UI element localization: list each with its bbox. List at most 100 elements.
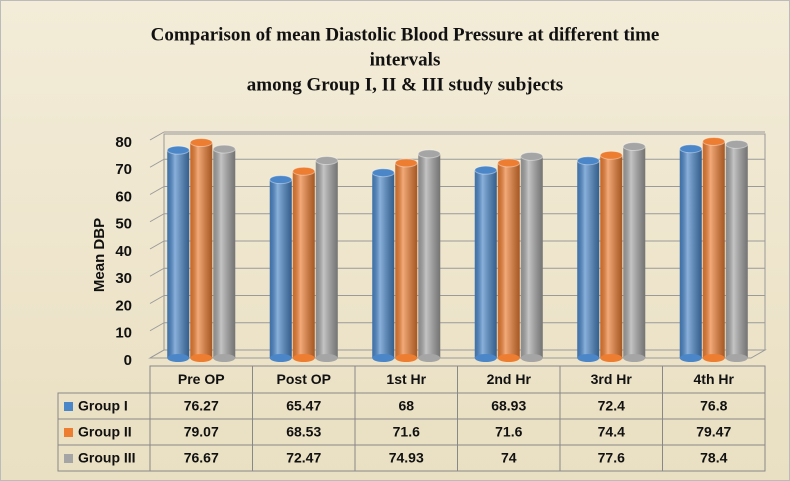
bar-shade (497, 162, 520, 358)
bar-base (213, 354, 236, 362)
bar-base (418, 354, 441, 362)
y-tick-label: 10 (115, 325, 132, 342)
table-value: 71.6 (495, 424, 522, 440)
grid-line (149, 295, 165, 304)
bar-top (622, 142, 646, 152)
x-tick-label: 1st Hr (386, 371, 426, 387)
bar-top (576, 156, 600, 166)
table-value: 76.67 (184, 450, 219, 466)
legend-label: Group III (78, 450, 136, 466)
y-tick-label: 0 (124, 352, 132, 369)
chart-title: Comparison of mean Diastolic Blood Press… (151, 24, 660, 45)
bar-top (474, 165, 498, 175)
table-value: 72.47 (286, 450, 321, 466)
bar-base (623, 354, 646, 362)
table-value: 72.4 (598, 398, 625, 414)
bar-shade (725, 144, 748, 358)
bar-base (600, 354, 623, 362)
legend-key (64, 428, 73, 437)
table-value: 79.07 (184, 424, 219, 440)
y-tick-label: 40 (115, 243, 132, 260)
grid-line (149, 131, 165, 141)
bar-top (679, 144, 703, 154)
bar-base (702, 354, 725, 362)
bar-base (190, 354, 213, 362)
grid-line (149, 349, 165, 359)
bar-top (725, 139, 749, 149)
bar-base (520, 354, 543, 362)
bar-shade (395, 162, 418, 358)
bar-base (167, 354, 190, 362)
table-value: 74.93 (389, 450, 424, 466)
bar-top (269, 175, 293, 185)
table-value: 76.8 (700, 398, 727, 414)
grid-line (149, 213, 165, 223)
chart-title: among Group I, II & III study subjects (247, 74, 563, 95)
bar-top (371, 168, 395, 178)
table-value: 77.6 (598, 450, 625, 466)
bar-shade (190, 142, 213, 358)
table-value: 78.4 (700, 450, 727, 466)
table-value: 68.53 (286, 424, 321, 440)
x-tick-label: Post OP (277, 371, 331, 387)
chart-title: intervals (370, 49, 441, 70)
legend-label: Group I (78, 398, 128, 414)
bar-top (702, 136, 726, 146)
bar-base (315, 354, 338, 362)
bar-shade (269, 179, 292, 358)
bar-top (497, 158, 521, 168)
y-tick-label: 60 (115, 188, 132, 205)
table-value: 68.93 (491, 398, 526, 414)
table-value: 71.6 (393, 424, 420, 440)
table-value: 74 (501, 450, 517, 466)
bar-base (474, 354, 497, 362)
bar-shade (600, 155, 623, 358)
bar-shade (213, 149, 236, 358)
x-tick-label: 4th Hr (694, 371, 735, 387)
bar-base (577, 354, 600, 362)
x-tick-label: 2nd Hr (487, 371, 532, 387)
bar-shade (167, 150, 190, 358)
bar-base (395, 354, 418, 362)
bar-top (212, 144, 236, 154)
grid-line (149, 267, 165, 277)
bar-shade (315, 160, 338, 358)
grid-line (149, 158, 165, 168)
grid-line (149, 240, 165, 250)
bar-base (269, 354, 292, 362)
table-value: 68 (398, 398, 414, 414)
x-tick-label: 3rd Hr (591, 371, 633, 387)
y-tick-label: 80 (115, 134, 132, 151)
bar-top (166, 145, 190, 155)
y-tick-label: 50 (115, 216, 132, 233)
table-value: 74.4 (598, 424, 625, 440)
bar-base (372, 354, 395, 362)
bar-top (520, 151, 544, 161)
bar-shade (292, 171, 315, 358)
table-value: 76.27 (184, 398, 219, 414)
bar-shade (702, 141, 725, 358)
legend-label: Group II (78, 424, 132, 440)
table-value: 65.47 (286, 398, 321, 414)
bar-shade (577, 160, 600, 358)
bar-top (394, 158, 418, 168)
legend-key (64, 454, 73, 463)
bar-shade (679, 148, 702, 358)
bar-base (725, 354, 748, 362)
y-axis-label: Mean DBP (91, 218, 108, 292)
bar-top (417, 149, 441, 159)
bar-shade (372, 172, 395, 358)
legend-key (64, 402, 73, 411)
x-tick-label: Pre OP (178, 371, 225, 387)
grid-line (149, 322, 165, 332)
bar-base (679, 354, 702, 362)
y-tick-label: 30 (115, 270, 132, 287)
y-tick-label: 70 (115, 161, 132, 178)
bar-top (315, 156, 339, 166)
grid-line (149, 186, 165, 195)
y-tick-label: 20 (115, 297, 132, 314)
bar-top (189, 138, 213, 148)
bar-base (292, 354, 315, 362)
bar-shade (474, 170, 497, 358)
